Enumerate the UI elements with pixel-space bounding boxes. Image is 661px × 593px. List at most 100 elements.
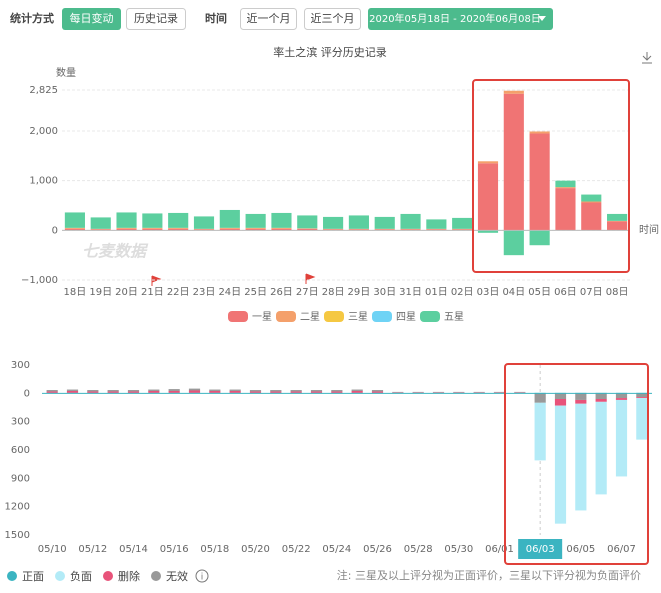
download-icon[interactable] — [642, 52, 652, 64]
button-label[interactable]: 每日变动 — [70, 11, 114, 25]
x-tick-label: 19日 — [89, 287, 112, 298]
x-tick-label: 06/01 — [485, 544, 514, 555]
bar-segment — [271, 228, 292, 231]
button-label[interactable]: 历史记录 — [134, 12, 178, 25]
mode-label: 统计方式 — [10, 11, 54, 25]
bar-segment — [64, 227, 85, 229]
bar-segment — [636, 393, 648, 398]
button[interactable] — [126, 8, 186, 30]
x-tick-label: 05/16 — [160, 544, 189, 555]
legend-label: 正面 — [22, 570, 44, 583]
y-tick-label: 1,000 — [29, 176, 58, 187]
bar-segment — [595, 393, 607, 399]
bar-segment — [229, 389, 241, 391]
legend-label: 一星 — [252, 311, 272, 323]
bar-segment — [595, 399, 607, 402]
bar-segment — [581, 194, 602, 202]
bar-segment — [107, 391, 119, 393]
x-tick-label: 31日 — [399, 287, 422, 298]
bar-segment — [270, 390, 282, 392]
bar-segment — [64, 228, 85, 231]
x-tick-label: 03日 — [477, 287, 500, 298]
button[interactable] — [304, 8, 361, 30]
button[interactable] — [240, 8, 297, 30]
bar-segment — [575, 393, 587, 400]
x-tick-label: 18日 — [64, 287, 87, 298]
note: 注: 三星及以上评分视为正面评价，三星以下评分视为负面评价 — [337, 568, 641, 582]
bar-segment — [90, 217, 111, 229]
legend-label: 无效 — [166, 569, 188, 583]
y-tick-label: 600 — [11, 445, 30, 456]
x-tick-label: 05/22 — [282, 544, 311, 555]
x-tick-label: 02日 — [451, 287, 474, 298]
x-tick-label: 25日 — [244, 287, 267, 298]
bar-segment — [249, 391, 262, 393]
x-tick-label: 06日 — [554, 287, 577, 298]
button[interactable] — [62, 8, 121, 30]
y-tick-label: 0 — [24, 388, 30, 399]
x-tick-label: 04日 — [502, 287, 525, 298]
bar-segment — [116, 212, 137, 228]
watermark: 七麦数据 — [82, 242, 149, 261]
bar-segment — [477, 163, 499, 231]
highlight-box — [504, 363, 649, 565]
bar-segment — [529, 230, 550, 246]
button-label[interactable]: 近一个月 — [247, 12, 291, 25]
button-label[interactable]: 近三个月 — [311, 12, 355, 25]
info-icon[interactable] — [195, 569, 209, 583]
legend-label: 负面 — [70, 569, 92, 583]
x-tick-label: 05/30 — [444, 544, 473, 555]
x-tick-label: 05日 — [528, 287, 551, 298]
bar-segment — [371, 391, 384, 393]
bar-segment — [168, 228, 189, 231]
legend-label: 三星 — [348, 311, 368, 323]
bar-segment — [107, 390, 119, 392]
dropdown-arrow[interactable] — [538, 16, 546, 21]
bar-segment — [555, 187, 576, 189]
active-label-bg — [518, 539, 563, 559]
bar-segment — [168, 227, 189, 229]
bar-segment — [371, 390, 384, 392]
bar-segment — [87, 390, 99, 392]
bar-segment — [615, 393, 628, 399]
bar-segment — [426, 219, 447, 229]
bar-segment — [400, 213, 421, 229]
bar-segment — [127, 391, 140, 393]
bar-segment — [193, 216, 215, 229]
x-axis-label: 时间 — [639, 223, 659, 236]
x-tick-label: 06/05 — [566, 544, 595, 555]
bar-segment — [245, 227, 266, 229]
y-tick-label: 2,825 — [29, 85, 58, 96]
bar-segment — [209, 390, 221, 393]
bar-segment — [66, 390, 79, 393]
date-picker[interactable] — [368, 8, 553, 30]
bar-segment — [116, 227, 137, 229]
bar-segment — [615, 398, 628, 400]
bar-segment — [209, 389, 221, 391]
bar-segment — [142, 213, 163, 228]
bar-segment — [575, 399, 587, 404]
bar-segment — [636, 397, 648, 399]
bar-segment — [116, 228, 137, 231]
x-tick-label: 29日 — [348, 287, 371, 298]
flag — [305, 273, 316, 284]
date-range[interactable]: 2020年05月18日 - 2020年06月08日 — [369, 12, 541, 25]
bar-segment — [142, 227, 163, 229]
legend-swatch — [55, 571, 65, 581]
bar-segment — [554, 399, 567, 406]
bar-segment — [534, 402, 546, 461]
bar-segment — [245, 228, 266, 231]
x-tick-label: 05/18 — [200, 544, 229, 555]
bar-segment — [148, 389, 160, 391]
bar-segment — [581, 201, 602, 203]
bar-segment — [323, 216, 344, 229]
legend-label: 五星 — [444, 311, 464, 323]
legend-label: 二星 — [300, 311, 320, 323]
bar-segment — [607, 221, 628, 231]
bar-segment — [555, 180, 576, 188]
legend-swatch — [420, 311, 440, 322]
x-tick-label: 26日 — [270, 287, 293, 298]
legend-swatch — [276, 311, 296, 322]
x-tick-label: 27日 — [296, 287, 319, 298]
